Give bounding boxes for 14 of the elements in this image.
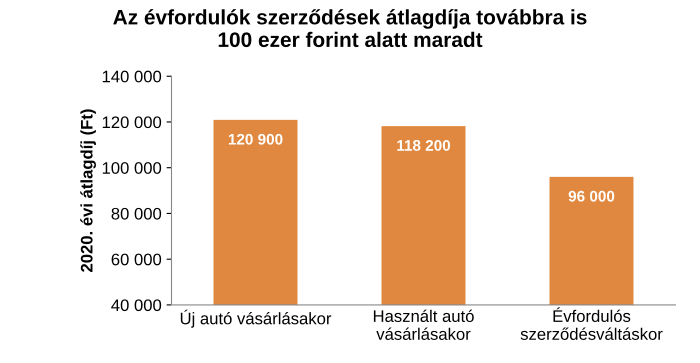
x-tick-label: Használt autó vásárlásakor [374, 310, 474, 340]
data-label: 120 900 [228, 134, 282, 145]
y-tick-label: 100 000 [102, 162, 162, 174]
x-tick-label: Új autó vásárlásakor [180, 310, 332, 328]
y-tick-label: 40 000 [111, 299, 162, 312]
x-tick-label: Évfordulós szerződésváltáskor [520, 307, 663, 340]
data-label: 118 200 [397, 140, 450, 151]
y-tick-label: 120 000 [102, 116, 162, 128]
y-tick-label: 60 000 [112, 254, 162, 266]
data-label: 96 000 [568, 190, 614, 202]
y-tick-label: 80 000 [112, 208, 162, 220]
y-axis-title: 2020. évi átlagdíj (Ft) [80, 109, 96, 272]
y-tick-label: 140 000 [102, 70, 162, 82]
chart-title: Az évfordulók szerződések átlagdíja továbbra is 100 ezer forint alatt maradt [113, 9, 587, 48]
